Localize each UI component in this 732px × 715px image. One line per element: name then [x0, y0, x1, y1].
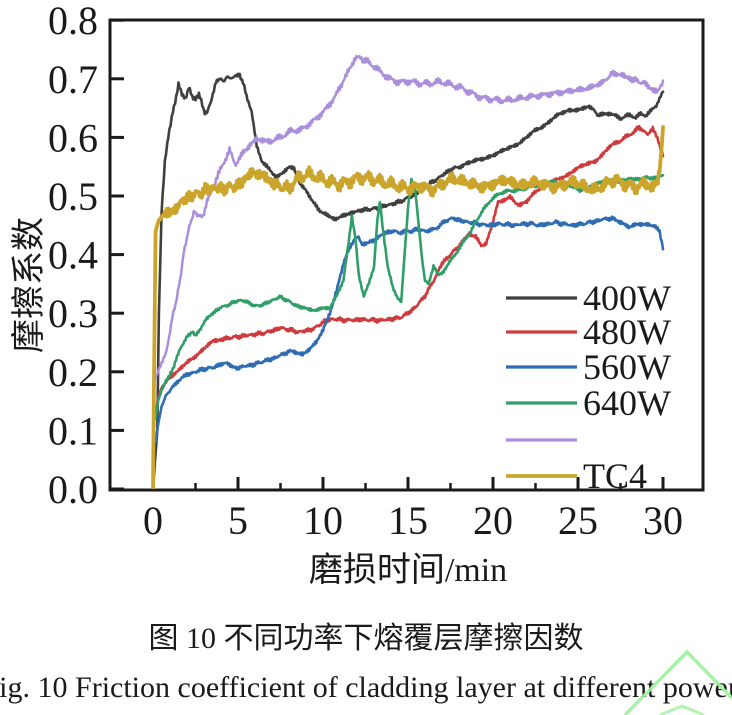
- watermark-chevron: [623, 649, 732, 715]
- caption-chinese: 图 10 不同功率下熔覆层摩擦因数: [149, 622, 584, 655]
- legend-label: TC4: [583, 456, 647, 496]
- x-tick-label: 20: [473, 498, 513, 543]
- x-axis-ticks: 0 5 10 15 20 25 30: [143, 477, 683, 543]
- y-tick-label: 0.2: [48, 350, 98, 395]
- y-tick-label: 0.6: [48, 115, 98, 160]
- y-tick-label: 0.7: [48, 57, 98, 102]
- y-axis-ticks: 0.0 0.1 0.2 0.3 0.4 0.5 0.6 0.7 0.8: [48, 0, 124, 512]
- plot-box: [108, 18, 705, 492]
- y-tick-label: 0.5: [48, 174, 98, 219]
- legend-label: 480W: [583, 312, 671, 352]
- legend-entry-400W: 400W: [506, 278, 671, 318]
- legend-label: 640W: [583, 383, 671, 423]
- y-tick-label: 0.3: [48, 291, 98, 336]
- y-tick-label: 0.1: [48, 408, 98, 453]
- y-tick-label: 0.0: [48, 467, 98, 512]
- legend-entry-TC4: TC4: [506, 456, 647, 496]
- series-line-TC4: [151, 125, 665, 489]
- legend-entry-480W: 480W: [506, 312, 671, 352]
- series-line-unlabeled: [154, 54, 665, 379]
- y-tick-label: 0.4: [48, 233, 98, 278]
- y-tick-label: 0.8: [48, 0, 98, 43]
- legend-label: 400W: [583, 278, 671, 318]
- x-tick-label: 10: [303, 498, 343, 543]
- x-axis-title: 磨损时间/min: [309, 551, 507, 589]
- chart-series: [151, 54, 665, 489]
- series-line-480W: [154, 124, 665, 415]
- x-tick-label: 0: [143, 498, 163, 543]
- legend-entry-640W: 640W: [506, 383, 671, 423]
- series-line-400W: [151, 72, 665, 489]
- x-tick-label: 25: [558, 498, 598, 543]
- x-tick-label: 5: [228, 498, 248, 543]
- y-axis-title: 摩擦系数: [10, 217, 48, 353]
- legend-entry-560W: 560W: [506, 347, 671, 387]
- legend-label: 560W: [583, 347, 671, 387]
- caption-english: Fig. 10 Friction coefficient of cladding…: [0, 671, 732, 704]
- x-tick-label: 30: [643, 498, 683, 543]
- x-tick-label: 15: [388, 498, 428, 543]
